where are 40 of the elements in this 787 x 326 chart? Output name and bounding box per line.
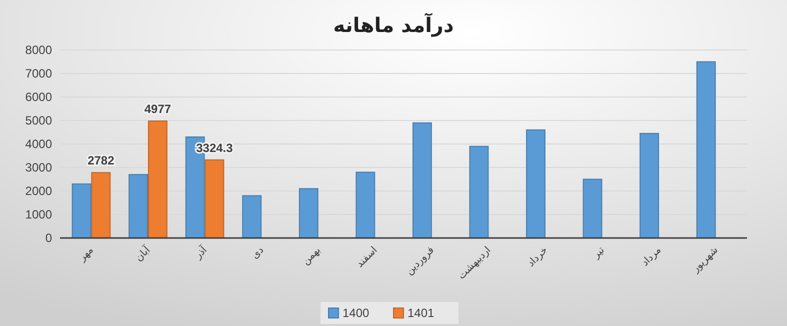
y-tick-label: 6000 xyxy=(25,90,52,104)
x-tick-label: اردیبهشت xyxy=(456,244,494,282)
bar xyxy=(526,129,546,238)
y-tick-label: 8000 xyxy=(25,43,52,58)
x-tick-label: اسفند xyxy=(354,244,380,270)
bar xyxy=(148,120,168,238)
bar xyxy=(356,172,376,238)
x-tick-label: آبان xyxy=(132,242,154,264)
bar xyxy=(582,178,602,238)
x-tick-label: مهر xyxy=(76,244,96,264)
y-tick-label: 5000 xyxy=(25,114,52,128)
x-tick-label: فروردین xyxy=(404,244,437,278)
bar xyxy=(204,159,224,238)
data-label: 4977 xyxy=(144,102,172,116)
bar xyxy=(469,146,489,238)
y-tick-label: 2000 xyxy=(25,184,52,198)
bar xyxy=(72,183,92,238)
legend-label: 1400 xyxy=(342,306,370,320)
y-tick-label: 3000 xyxy=(25,160,52,175)
data-label: 2782 xyxy=(88,154,115,168)
x-tick-label: شهریور xyxy=(690,244,720,276)
chart-title: درآمد ماهانه xyxy=(333,12,454,37)
y-tick-label: 4000 xyxy=(25,137,52,152)
bar xyxy=(640,132,660,238)
bar xyxy=(696,61,716,238)
bar xyxy=(298,188,318,238)
bar xyxy=(91,172,111,238)
x-tick-label: دی xyxy=(250,244,266,262)
bar xyxy=(412,122,432,238)
y-tick-label: 7000 xyxy=(25,66,52,81)
x-tick-label: مرداد xyxy=(640,244,664,269)
bar xyxy=(242,195,262,238)
y-tick-label: 1000 xyxy=(25,208,52,222)
x-tick-label: خرداد xyxy=(526,244,550,270)
bar xyxy=(128,174,148,238)
x-tick-label: بهمن xyxy=(300,244,323,268)
x-tick-label: تیر xyxy=(590,244,607,262)
legend-label: 1401 xyxy=(408,306,435,320)
x-tick-label: آذر xyxy=(190,242,210,262)
y-tick-label: 0 xyxy=(45,231,52,246)
